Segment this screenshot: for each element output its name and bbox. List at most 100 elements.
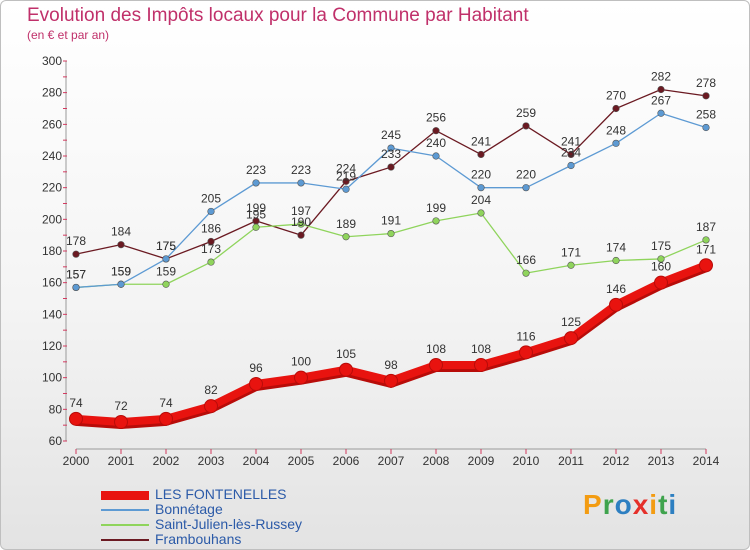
data-point-saint-julien-les-russey <box>297 220 305 228</box>
data-point-bonnetage <box>117 280 125 288</box>
data-label-les-fontenelles: 72 <box>114 399 128 413</box>
data-label-saint-julien-les-russey: 195 <box>246 207 266 221</box>
data-point-les-fontenelles <box>159 411 173 426</box>
data-point-les-fontenelles <box>474 358 488 372</box>
data-point-bonnetage <box>567 161 575 170</box>
data-label-bonnetage: 248 <box>606 123 626 137</box>
y-tick-label: 180 <box>42 244 62 258</box>
x-tick-label: 2006 <box>333 454 360 468</box>
data-label-bonnetage: 219 <box>336 169 356 183</box>
data-label-les-fontenelles: 146 <box>606 282 626 296</box>
data-label-saint-julien-les-russey: 159 <box>156 264 176 278</box>
data-point-les-fontenelles <box>69 411 83 426</box>
x-tick-label: 2012 <box>603 454 630 468</box>
data-label-frambouhans: 175 <box>156 239 176 253</box>
data-point-bonnetage <box>477 184 485 192</box>
data-label-bonnetage: 159 <box>111 264 131 278</box>
data-label-les-fontenelles: 74 <box>159 396 173 410</box>
data-label-les-fontenelles: 74 <box>69 396 83 410</box>
data-label-frambouhans: 224 <box>336 161 356 175</box>
x-tick-label: 2009 <box>468 454 495 468</box>
data-label-bonnetage: 157 <box>66 267 86 281</box>
logo-letter: i <box>649 489 659 520</box>
data-label-bonnetage: 220 <box>516 168 536 182</box>
data-point-les-fontenelles <box>384 373 398 388</box>
data-labels: 178 184 175 186 199 190 224 233 256 241 259 241 270 2… <box>66 70 716 414</box>
data-point-bonnetage <box>657 109 665 117</box>
legend-label: LES FONTENELLES <box>155 486 287 502</box>
data-label-saint-julien-les-russey: 187 <box>696 220 716 234</box>
data-label-les-fontenelles: 98 <box>384 358 398 372</box>
data-point-les-fontenelles <box>249 377 263 391</box>
data-point-bonnetage <box>252 179 260 187</box>
data-label-les-fontenelles: 160 <box>651 260 671 274</box>
data-point-saint-julien-les-russey <box>162 280 170 288</box>
data-label-les-fontenelles: 82 <box>204 383 218 397</box>
y-tick-label: 280 <box>42 86 62 100</box>
data-point-bonnetage <box>432 152 440 160</box>
data-point-les-fontenelles <box>519 345 533 360</box>
data-point-frambouhans <box>702 92 710 100</box>
legend-swatch <box>101 491 149 500</box>
data-point-bonnetage <box>72 283 80 292</box>
logo-letter: o <box>614 489 633 520</box>
data-label-saint-julien-les-russey: 174 <box>606 241 626 255</box>
data-point-saint-julien-les-russey <box>477 209 485 217</box>
data-label-saint-julien-les-russey: 166 <box>516 253 536 267</box>
x-tick-label: 2014 <box>693 454 720 468</box>
y-tick-label: 160 <box>42 276 62 290</box>
data-point-frambouhans <box>612 104 620 113</box>
chart-subtitle: (en € et par an) <box>27 28 110 42</box>
x-tick-label: 2007 <box>378 454 405 468</box>
data-label-bonnetage: 258 <box>696 108 716 122</box>
y-tick-label: 100 <box>42 371 62 385</box>
data-point-frambouhans <box>522 122 530 130</box>
data-point-saint-julien-les-russey <box>657 255 665 263</box>
data-label-bonnetage: 220 <box>471 168 491 182</box>
y-tick-label: 240 <box>42 149 62 163</box>
data-label-bonnetage: 223 <box>291 163 311 177</box>
legend-swatch <box>101 539 149 541</box>
data-point-bonnetage <box>207 207 215 216</box>
data-label-les-fontenelles: 108 <box>426 342 446 356</box>
data-point-les-fontenelles <box>429 358 443 372</box>
data-label-saint-julien-les-russey: 199 <box>426 201 446 215</box>
data-point-bonnetage <box>162 255 170 263</box>
data-point-saint-julien-les-russey <box>207 258 215 266</box>
data-point-saint-julien-les-russey <box>612 256 620 265</box>
data-label-les-fontenelles: 116 <box>516 329 535 343</box>
data-label-frambouhans: 199 <box>246 201 266 215</box>
data-point-frambouhans <box>72 250 80 258</box>
legend-label: Frambouhans <box>155 531 242 547</box>
data-label-saint-julien-les-russey: 173 <box>201 242 221 256</box>
data-point-saint-julien-les-russey <box>342 233 350 241</box>
data-label-saint-julien-les-russey: 175 <box>651 239 671 253</box>
x-tick-label: 2010 <box>513 454 540 468</box>
x-tick-label: 2013 <box>648 454 675 468</box>
data-label-saint-julien-les-russey: 204 <box>471 193 491 207</box>
data-label-frambouhans: 259 <box>516 106 536 120</box>
data-point-les-fontenelles <box>339 362 353 377</box>
data-label-frambouhans: 241 <box>561 134 581 148</box>
data-label-bonnetage: 223 <box>246 163 266 177</box>
data-label-bonnetage: 240 <box>426 136 446 150</box>
data-label-bonnetage: 267 <box>651 93 671 107</box>
legend-swatch <box>101 524 149 526</box>
data-label-les-fontenelles: 100 <box>291 355 311 369</box>
data-point-bonnetage <box>297 179 305 187</box>
data-point-bonnetage <box>342 185 350 193</box>
data-point-saint-julien-les-russey <box>387 229 395 238</box>
legend-swatch <box>101 509 149 511</box>
data-label-les-fontenelles: 125 <box>561 315 581 329</box>
y-tick-label: 60 <box>49 434 63 448</box>
data-label-les-fontenelles: 171 <box>696 242 716 256</box>
data-label-bonnetage: 245 <box>381 128 401 142</box>
data-label-frambouhans: 270 <box>606 89 626 103</box>
data-label-frambouhans: 178 <box>66 234 86 248</box>
data-point-frambouhans <box>297 231 305 239</box>
y-tick-label: 80 <box>49 402 63 416</box>
data-point-saint-julien-les-russey <box>522 269 530 277</box>
data-point-saint-julien-les-russey <box>432 217 440 225</box>
y-tick-label: 220 <box>42 181 62 195</box>
